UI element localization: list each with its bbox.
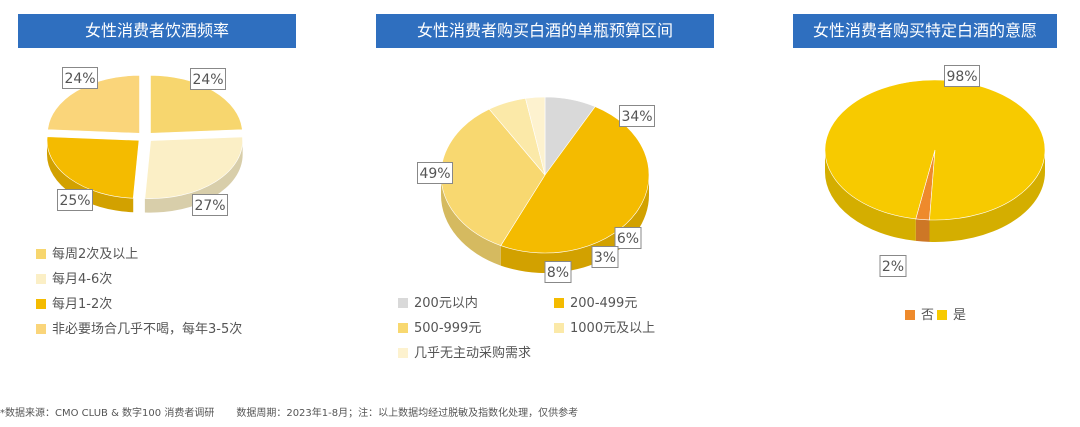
data-label: 34% [621,109,652,125]
pie-chart-budget-range: 8% 49% 34% 6%3% [417,96,655,283]
footnote-period: 数据周期：2023年1-8月；注：以上数据均经过脱敏及指数化处理，仅供参考 [236,408,579,419]
footnote: *数据来源：CMO CLUB & 数字100 消费者调研 数据周期：2023年1-… [0,404,600,419]
legend-label: 否 [921,308,935,323]
data-label: 3% [594,250,616,266]
legend-swatch [905,310,915,320]
legend-label: 1000元及以上 [570,321,656,336]
legend-label: 非必要场合几乎不喝，每年3-5次 [52,322,243,337]
legend-item: 每月1-2次 [36,293,112,312]
pie-slice [150,75,243,134]
legend-label: 500-999元 [414,321,482,336]
legend-label: 每月1-2次 [52,297,113,312]
legend-item: 是 [937,304,966,323]
chart-title: 女性消费者购买特定白酒的意愿 [793,14,1057,48]
legend-item: 200元以内 [398,292,478,311]
legend-swatch [554,323,564,333]
data-label: 25% [59,193,90,209]
data-label: 98% [946,69,977,85]
legend-swatch [398,323,408,333]
chart-panel-drinking-frequency: 女性消费者饮酒频率 24% 27% 25% 24% 每周2次及以上 每月4-6次 每月… [0,0,340,370]
pie-slice-side [929,150,1045,242]
data-label-box [944,65,980,87]
data-label-box [614,227,642,249]
legend-label: 每月4-6次 [52,272,113,287]
data-label: 2% [882,259,904,275]
data-label: 8% [547,265,569,281]
pie-slice-side [441,175,501,266]
legend-item: 每周2次及以上 [36,243,138,262]
legend-label: 每周2次及以上 [52,247,139,262]
data-label-box [619,105,655,127]
legend-swatch [398,298,408,308]
legend-label: 是 [953,308,967,323]
legend-item: 否 [905,304,934,323]
legend-label: 几乎无主动采购需求 [414,346,532,361]
legend-item: 500-999元 [398,317,481,336]
data-label-box [544,261,572,283]
pie-slice-side [825,150,916,241]
legend-swatch [36,249,46,259]
chart-legend: 每周2次及以上 每月4-6次 每月1-2次 非必要场合几乎不喝，每年3-5次 [36,243,336,343]
legend-swatch [36,324,46,334]
legend-item: 1000元及以上 [554,317,655,336]
data-label-box [190,68,226,90]
data-label-box [417,162,453,184]
legend-label: 200-499元 [570,296,638,311]
chart-title: 女性消费者购买白酒的单瓶预算区间 [376,14,714,48]
pie-chart-drinking-frequency: 24% 27% 25% 24% [46,67,243,216]
chart-legend: 否 是 [905,304,1025,324]
pie-slice [824,79,1046,221]
legend-label: 200元以内 [414,296,478,311]
chart-title: 女性消费者饮酒频率 [18,14,296,48]
pie-chart-purchase-intent: 2% 98% [824,65,1046,277]
legend-item: 200-499元 [554,292,637,311]
data-label: 49% [419,166,450,182]
legend-item: 非必要场合几乎不喝，每年3-5次 [36,318,242,337]
legend-swatch [36,299,46,309]
pie-slice [46,136,140,199]
chart-panel-purchase-intent: 女性消费者购买特定白酒的意愿 2% 98% 否 是 [760,0,1080,370]
legend-item: 几乎无主动采购需求 [398,342,531,361]
data-label: 24% [192,72,223,88]
chart-legend: 200元以内 200-499元 500-999元 1000元及以上 几乎无主动采… [398,292,718,362]
data-label: 27% [194,198,225,214]
data-label: 6% [617,231,639,247]
pie-slice [144,136,243,199]
legend-swatch [398,348,408,358]
legend-swatch [554,298,564,308]
pie-slice [525,96,546,176]
data-label: 24% [64,71,95,87]
pie-slice-side [915,218,930,242]
legend-item: 每月4-6次 [36,268,112,287]
data-label-box [57,189,93,211]
data-label-box [879,255,907,277]
legend-swatch [937,310,947,320]
data-label-box [192,194,228,216]
footnote-source: *数据来源：CMO CLUB & 数字100 消费者调研 [0,408,215,419]
pie-slice [47,75,140,134]
data-label-box [62,67,98,89]
data-label-box [591,246,619,268]
legend-swatch [36,274,46,284]
chart-panel-budget-range: 女性消费者购买白酒的单瓶预算区间 8% 49% 34% 6% 3% 200元以内 200… [360,0,720,370]
